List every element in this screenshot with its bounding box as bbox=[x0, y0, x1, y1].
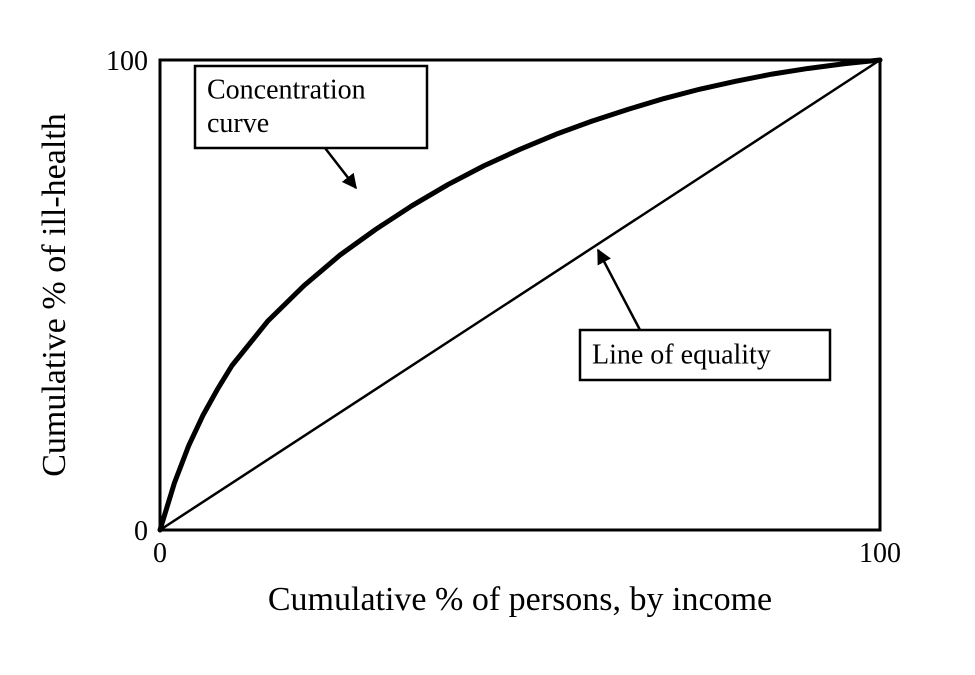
callout-text-concentration: Concentration bbox=[207, 75, 366, 106]
y-tick-label: 0 bbox=[134, 516, 148, 547]
callout-text-concentration: curve bbox=[207, 108, 269, 139]
callout-text-equality: Line of equality bbox=[592, 339, 771, 370]
concentration-chart: 0 100 0 100 Cumulative % of persons, by inco… bbox=[0, 0, 975, 675]
y-axis-label: Cumulative % of ill-health bbox=[36, 113, 73, 477]
y-tick-label: 100 bbox=[106, 46, 148, 77]
x-tick-label: 100 bbox=[859, 538, 901, 569]
x-tick-label: 0 bbox=[153, 538, 167, 569]
x-axis-label: Cumulative % of persons, by income bbox=[268, 581, 772, 618]
chart-container: 0 100 0 100 Cumulative % of persons, by inco… bbox=[0, 0, 975, 675]
